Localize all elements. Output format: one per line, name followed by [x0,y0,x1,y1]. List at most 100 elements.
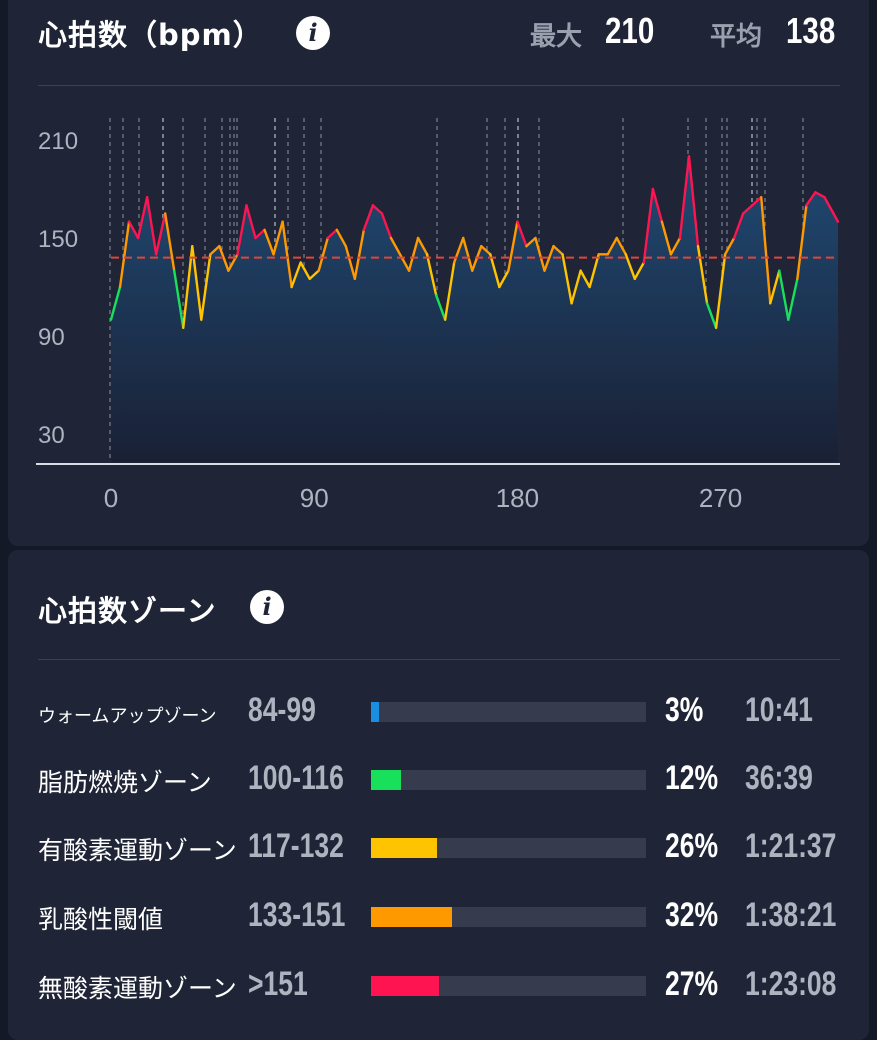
avg-value: 138 [786,10,836,51]
zone-row: ウォームアップゾーン 84-99 3% 10:41 [8,685,869,745]
zone-time: 1:38:21 [745,896,837,934]
data-point-segment [705,302,718,330]
zone-time: 10:41 [745,691,813,729]
data-point-segment [173,269,185,330]
data-point-segment [344,244,357,281]
data-point-segment [543,244,555,272]
data-point-segment [606,236,618,256]
data-point-segment [714,253,727,330]
data-point-segment [760,195,772,305]
zone-name: 乳酸性閾値 [38,905,164,934]
data-point-segment [687,155,700,248]
zone-time: 1:21:37 [745,827,837,865]
data-point-segment [200,253,212,321]
data-point-segment [335,228,348,248]
data-point-segment [678,155,691,240]
zone-percent: 26% [665,827,719,865]
divider [38,85,840,86]
data-point-segment [245,204,257,240]
data-point-segment [434,293,447,321]
heart-rate-line [109,155,840,330]
data-point-segment [805,191,817,207]
zone-percent: 27% [665,965,719,1003]
data-point-segment [308,269,320,281]
max-value: 210 [605,10,655,51]
data-point-segment [525,236,537,248]
data-point-segment [633,261,646,281]
data-point-segment [642,187,655,264]
zone-progress-track [371,702,646,722]
data-point-segment [498,269,510,289]
data-point-segment [814,191,826,199]
heart-rate-area [111,156,838,463]
data-point-segment [507,220,519,272]
zone-row: 乳酸性閾値 133-151 32% 1:38:21 [8,890,869,950]
x-tick-label: 270 [699,483,742,513]
data-point-segment [561,253,573,305]
zone-progress-track [371,976,646,996]
data-point-segment [371,204,384,215]
data-point-segment [109,285,122,321]
data-point-segment [389,236,402,256]
zone-name: 有酸素運動ゾーン [38,836,237,865]
data-point-segment [778,269,790,321]
data-point-segment [254,228,266,240]
heart-rate-zones-card: 心拍数ゾーン i ウォームアップゾーン 84-99 3% 10:41 脂肪燃焼ゾーン 10… [8,550,869,1040]
y-tick-label: 90 [38,324,65,351]
data-point-segment [660,220,673,256]
data-point-segment [299,261,311,281]
data-point-segment [326,228,338,240]
heart-rate-title: 心拍数（bpm） [38,18,263,52]
zone-progress-track [371,907,646,927]
zone-percent: 12% [665,759,719,797]
data-point-segment [489,253,501,289]
info-icon[interactable]: i [296,16,330,50]
data-point-segment [624,253,637,281]
data-point-segment [290,261,302,289]
data-point-segment [480,244,492,256]
y-tick-label: 210 [38,128,78,155]
zone-range: 117-132 [248,827,344,865]
zone-name: ウォームアップゾーン [38,706,217,727]
zone-percent: 32% [665,896,719,934]
x-tick-label: 90 [300,483,329,513]
zone-progress-fill [371,976,440,996]
data-point-segment [732,212,745,240]
x-tick-label: 180 [496,483,539,513]
avg-label: 平均 [710,22,763,52]
data-point-segment [317,236,329,272]
zone-progress-track [371,770,646,790]
data-point-segment [696,244,709,305]
zone-range: >151 [248,965,308,1003]
data-point-segment [669,236,682,256]
data-point-segment [272,220,284,256]
zones-title: 心拍数ゾーン [38,594,217,628]
info-icon[interactable]: i [250,590,284,624]
zone-name: 無酸素運動ゾーン [38,974,237,1003]
data-point-segment [136,195,149,240]
data-point-segment [127,220,140,240]
zone-name: 脂肪燃焼ゾーン [38,768,212,797]
zone-range: 84-99 [248,691,316,729]
zone-percent: 3% [665,691,704,729]
heart-rate-chart: 210 150 90 30 0 90 180 270 [36,118,840,513]
data-point-segment [218,244,230,272]
data-point-segment [416,236,429,256]
data-point-segment [534,236,546,272]
data-point-segment [380,212,393,240]
x-tick-label: 0 [104,483,118,513]
data-point-segment [154,212,167,256]
zone-progress-fill [371,702,379,722]
zone-range: 100-116 [248,759,344,797]
data-point-segment [751,195,763,207]
zone-progress-track [371,838,646,858]
data-point-segment [588,253,600,289]
zone-row: 有酸素運動ゾーン 117-132 26% 1:21:37 [8,821,869,881]
data-point-segment [823,195,835,215]
data-point-segment [263,228,275,256]
heart-rate-card: 心拍数（bpm） i 最大 210 平均 138 210 150 90 30 0 90 1… [8,0,869,546]
zone-row: 無酸素運動ゾーン >151 27% 1:23:08 [8,959,869,1019]
data-point-segment [145,195,158,256]
zone-progress-fill [371,838,437,858]
data-point-segment [425,253,438,297]
